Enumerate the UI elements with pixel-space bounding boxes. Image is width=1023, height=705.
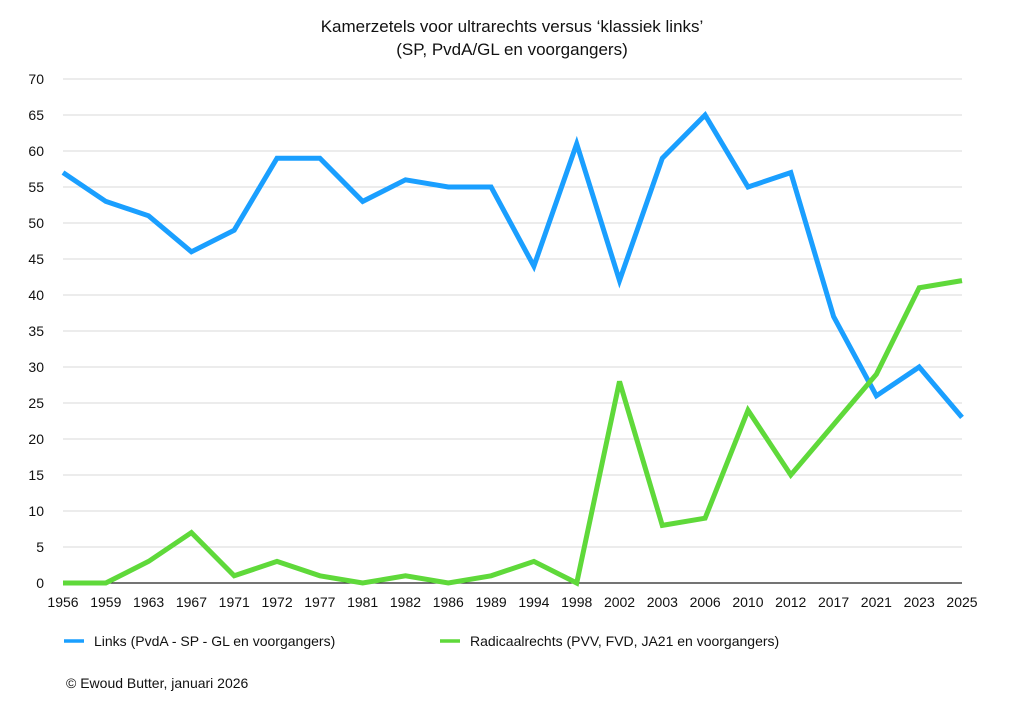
x-tick-label: 2017 xyxy=(818,594,849,610)
x-tick-label: 1986 xyxy=(433,594,464,610)
x-tick-label: 1959 xyxy=(90,594,121,610)
copyright-credit: © Ewoud Butter, januari 2026 xyxy=(66,675,249,691)
chart-title: Kamerzetels voor ultrarechts versus ‘kla… xyxy=(321,17,704,36)
y-tick-label: 5 xyxy=(36,539,44,555)
y-tick-label: 60 xyxy=(28,143,44,159)
x-tick-label: 1967 xyxy=(176,594,207,610)
x-tick-label: 1981 xyxy=(347,594,378,610)
y-tick-label: 30 xyxy=(28,359,44,375)
x-tick-label: 2021 xyxy=(861,594,892,610)
x-axis-ticks: 1956 1959 1963 1967 1971 1972 1977 1981 1982 1986… xyxy=(47,594,977,610)
x-tick-label: 2012 xyxy=(775,594,806,610)
chart-subtitle: (SP, PvdA/GL en voorgangers) xyxy=(396,40,628,59)
y-tick-label: 70 xyxy=(28,71,44,87)
legend: Links (PvdA - SP - GL en voorgangers) Ra… xyxy=(64,633,779,649)
y-tick-label: 50 xyxy=(28,215,44,231)
y-tick-label: 40 xyxy=(28,287,44,303)
series-lines xyxy=(61,110,964,587)
x-tick-label: 2006 xyxy=(690,594,721,610)
x-tick-label: 1963 xyxy=(133,594,164,610)
x-tick-label: 1956 xyxy=(47,594,78,610)
series-line-radicaalrechts xyxy=(63,278,963,587)
y-tick-label: 25 xyxy=(28,395,44,411)
gridlines xyxy=(63,78,962,548)
x-tick-label: 1982 xyxy=(390,594,421,610)
series-line-links xyxy=(61,110,964,420)
x-tick-label: 1971 xyxy=(219,594,250,610)
y-tick-label: 65 xyxy=(28,107,44,123)
y-tick-label: 35 xyxy=(28,323,44,339)
x-tick-label: 1977 xyxy=(304,594,335,610)
y-tick-label: 45 xyxy=(28,251,44,267)
y-tick-label: 20 xyxy=(28,431,44,447)
x-tick-label: 2010 xyxy=(732,594,763,610)
x-tick-label: 2003 xyxy=(647,594,678,610)
x-tick-label: 1994 xyxy=(518,594,549,610)
legend-label-radicaalrechts: Radicaalrechts (PVV, FVD, JA21 en voorga… xyxy=(470,633,779,649)
x-tick-label: 1989 xyxy=(476,594,507,610)
y-tick-label: 0 xyxy=(36,575,44,591)
y-tick-label: 10 xyxy=(28,503,44,519)
x-tick-label: 2023 xyxy=(904,594,935,610)
x-tick-label: 2025 xyxy=(946,594,977,610)
x-tick-label: 2002 xyxy=(604,594,635,610)
y-tick-label: 55 xyxy=(28,179,44,195)
y-axis-ticks: 0 5 10 15 20 25 30 35 40 45 50 55 60 65 70 xyxy=(28,71,44,591)
legend-label-links: Links (PvdA - SP - GL en voorgangers) xyxy=(94,633,335,649)
y-tick-label: 15 xyxy=(28,467,44,483)
x-tick-label: 1998 xyxy=(561,594,592,610)
x-tick-label: 1972 xyxy=(261,594,292,610)
